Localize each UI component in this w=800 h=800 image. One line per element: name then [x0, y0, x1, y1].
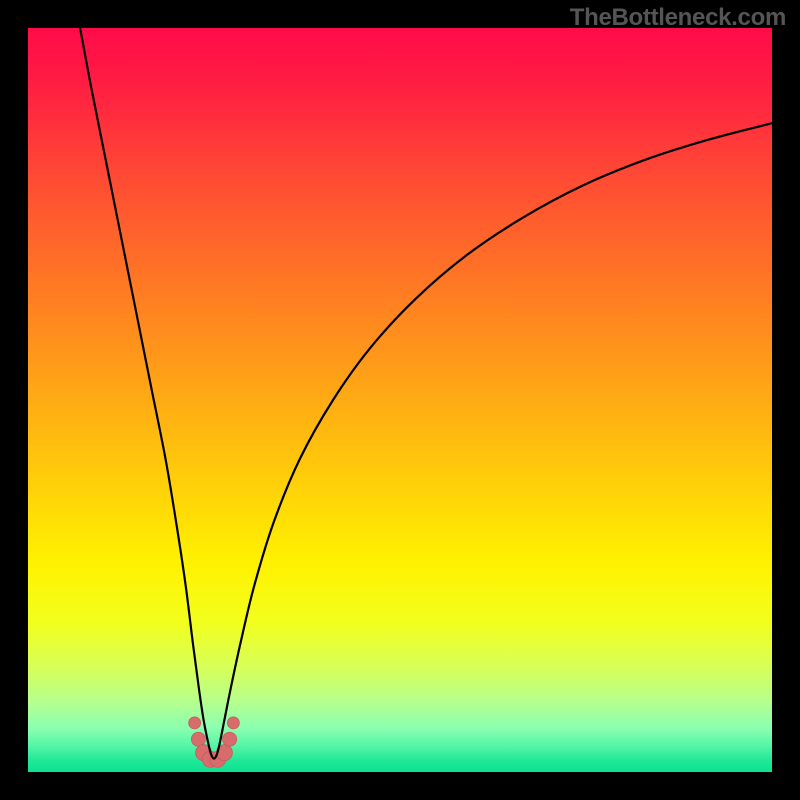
- bottleneck-chart: [0, 0, 800, 800]
- bottleneck-marker: [191, 732, 205, 746]
- plot-background: [28, 28, 772, 772]
- chart-container: TheBottleneck.com: [0, 0, 800, 800]
- watermark-text: TheBottleneck.com: [570, 4, 786, 32]
- bottleneck-marker: [189, 717, 201, 729]
- bottleneck-marker: [227, 717, 239, 729]
- bottleneck-marker: [223, 732, 237, 746]
